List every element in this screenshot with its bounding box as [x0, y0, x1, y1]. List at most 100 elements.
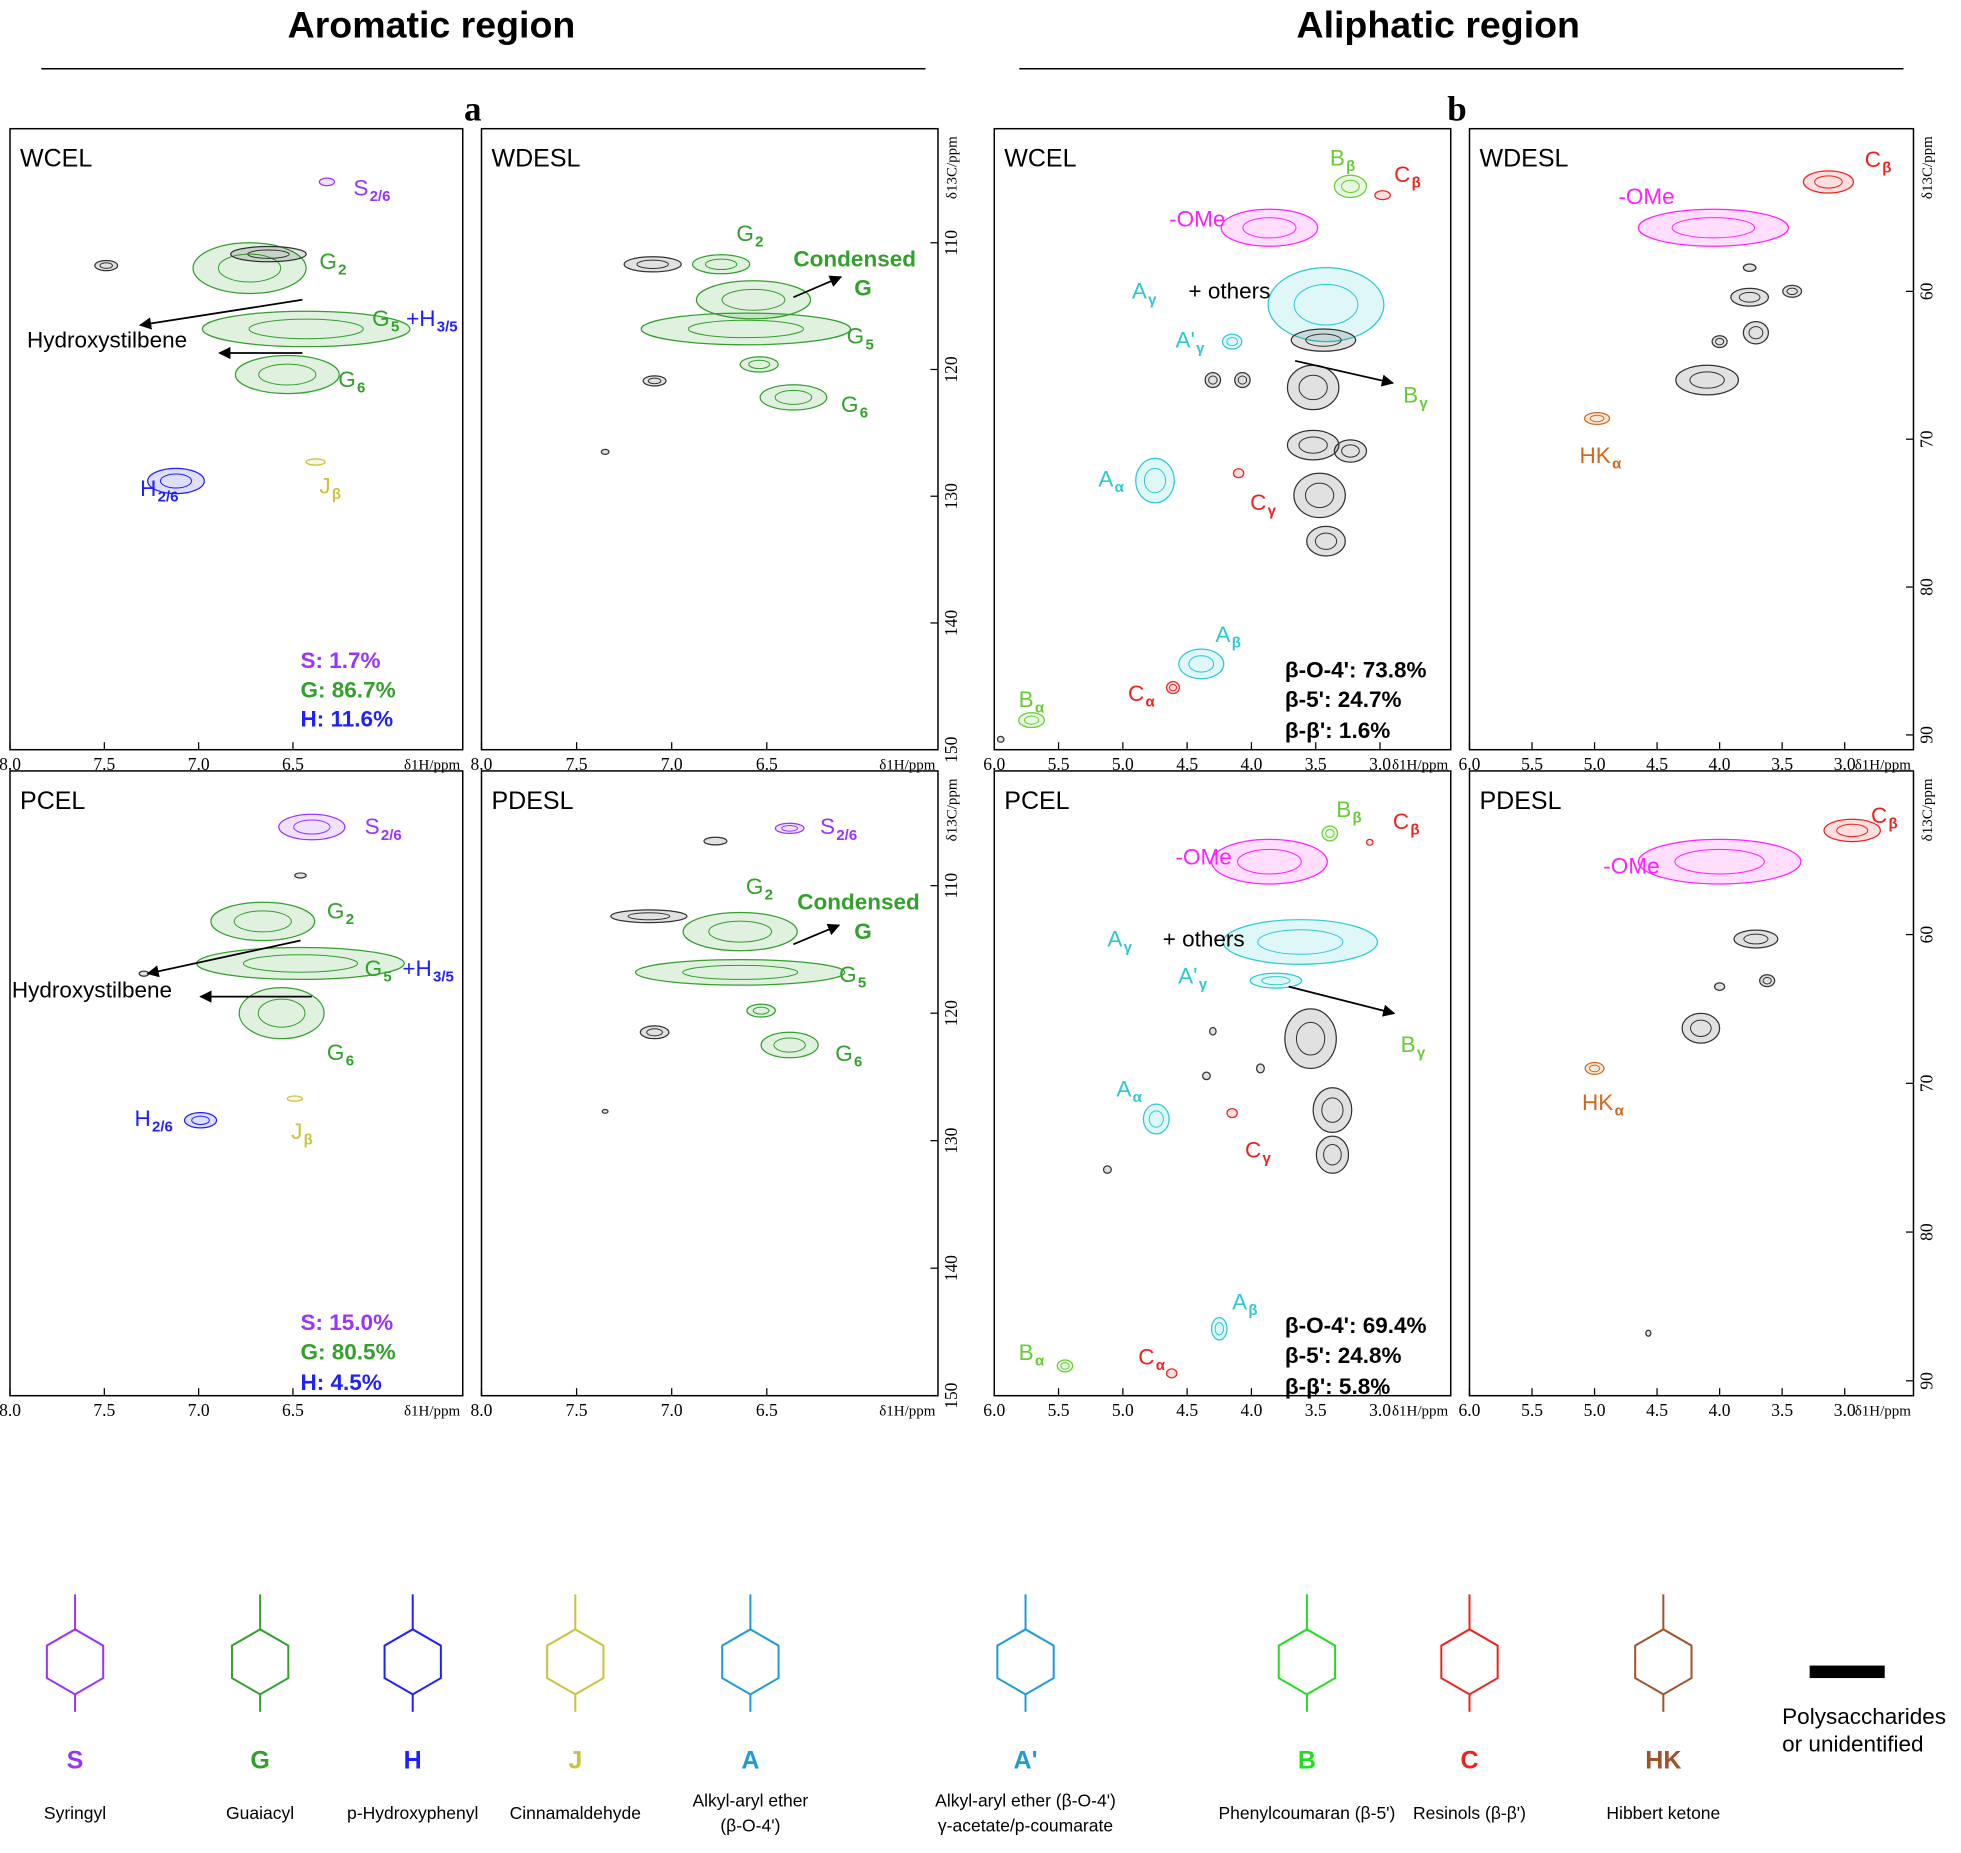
cross-peak — [739, 356, 779, 373]
structure-name: (β-O-4') — [720, 1815, 780, 1835]
annotation: β-β': 1.6% — [1285, 718, 1390, 743]
structure-name: Phenylcoumaran (β-5') — [1218, 1803, 1395, 1823]
contour — [1325, 828, 1335, 839]
annotation: C — [1865, 147, 1881, 172]
annotation: G: 80.5% — [301, 1340, 396, 1365]
x-tick-label: 4.0 — [1709, 1400, 1731, 1420]
cross-peak — [996, 735, 1005, 743]
annotation: A — [1107, 926, 1122, 951]
contour — [1298, 374, 1328, 401]
annotation: H: 11.6% — [301, 706, 394, 731]
x-tick-label: 6.5 — [282, 754, 304, 774]
contour — [258, 363, 317, 386]
cross-peak — [640, 312, 852, 346]
contour — [159, 473, 193, 489]
cross-peak — [1583, 411, 1611, 426]
annotation: β-O-4': 69.4% — [1285, 1313, 1427, 1338]
contour — [773, 1037, 806, 1053]
annotation: S: 15.0% — [301, 1310, 394, 1335]
cross-peak — [1374, 190, 1391, 201]
contour — [721, 288, 786, 311]
annotation-subscript: γ — [1268, 503, 1277, 520]
contour — [1786, 287, 1798, 296]
panel-title: PDESL — [1480, 787, 1562, 815]
cross-peak — [1315, 1135, 1350, 1174]
cross-peak — [695, 280, 812, 320]
annotation: G — [319, 249, 337, 274]
cross-peak — [1286, 429, 1340, 461]
contour — [1738, 291, 1761, 303]
annotation-subscript: 2/6 — [836, 827, 857, 844]
annotation: B — [1330, 146, 1345, 171]
cross-peak — [94, 259, 119, 272]
annotation: G — [839, 962, 857, 987]
cross-peak — [642, 375, 667, 387]
x-tick-label: 8.0 — [0, 754, 21, 774]
annotation: S — [365, 814, 380, 839]
x-tick-label: 3.5 — [1305, 1400, 1327, 1420]
structure-ring — [721, 1628, 780, 1696]
y-tick-label: 70 — [1916, 430, 1936, 448]
panel-title: WCEL — [1004, 145, 1076, 173]
x-tick-label: 5.5 — [1048, 754, 1070, 774]
cross-peak — [1222, 919, 1379, 965]
cross-peak — [201, 310, 411, 348]
y-tick-label: 90 — [1916, 1372, 1936, 1390]
contour — [1237, 848, 1302, 875]
contour — [1295, 1021, 1326, 1056]
x-tick-label: 7.0 — [188, 754, 210, 774]
annotation-subscript: γ — [1417, 1045, 1426, 1062]
x-axis-label: δ1H/ppm — [1392, 1403, 1449, 1419]
contour — [1836, 823, 1869, 838]
annotation-subscript: α — [1145, 693, 1155, 710]
contour — [1814, 175, 1843, 189]
panel-title: WDESL — [1480, 145, 1569, 173]
annotation: B — [1403, 382, 1418, 407]
contour — [293, 819, 331, 835]
y-tick-label: 150 — [941, 736, 961, 762]
annotation-subscript: α — [1035, 699, 1045, 716]
arrow — [1288, 985, 1396, 1017]
structure-ring — [996, 1628, 1055, 1696]
panel-title: PCEL — [1004, 787, 1069, 815]
contour — [1143, 467, 1167, 494]
contour — [1261, 976, 1291, 986]
cross-peak — [1290, 328, 1357, 352]
annotation: -OMe — [1169, 206, 1225, 231]
annotation: G — [854, 276, 872, 301]
cross-peak — [183, 1112, 218, 1129]
annotation: A — [1116, 1077, 1131, 1102]
cross-peak — [1165, 681, 1181, 695]
structure-name: Cinnamaldehyde — [510, 1803, 641, 1823]
region-title: Aliphatic region — [1296, 3, 1579, 45]
cross-peak — [1312, 1087, 1353, 1134]
annotation-subscript: 2 — [346, 911, 354, 928]
cross-peak — [305, 458, 326, 466]
contour — [627, 912, 671, 921]
x-tick-label: 7.0 — [661, 754, 683, 774]
x-tick-label: 3.0 — [1369, 754, 1391, 774]
annotation: G — [338, 367, 356, 392]
contour — [242, 954, 359, 973]
cross-peak — [601, 1108, 609, 1114]
cross-peak — [1284, 1008, 1337, 1070]
annotation-subscript: 3/5 — [437, 319, 458, 336]
x-tick-label: 7.5 — [93, 754, 115, 774]
contour — [1257, 929, 1344, 955]
annotation: Hydroxystilbene — [12, 977, 172, 1002]
cross-peak — [278, 813, 346, 841]
plot-frame — [480, 770, 939, 1397]
contour — [1762, 976, 1772, 985]
contour — [1242, 217, 1297, 239]
structure-ring — [1277, 1628, 1337, 1696]
contour — [1208, 375, 1218, 385]
structure-letter: HK — [1645, 1746, 1681, 1774]
cross-peak — [1782, 284, 1803, 298]
y-tick-label: 120 — [941, 1000, 961, 1026]
structure-ring — [230, 1628, 290, 1696]
annotation: HK — [1582, 1090, 1613, 1115]
x-tick-label: 3.0 — [1834, 754, 1856, 774]
cross-peak — [760, 1031, 819, 1059]
x-tick-label: 6.0 — [1459, 754, 1481, 774]
